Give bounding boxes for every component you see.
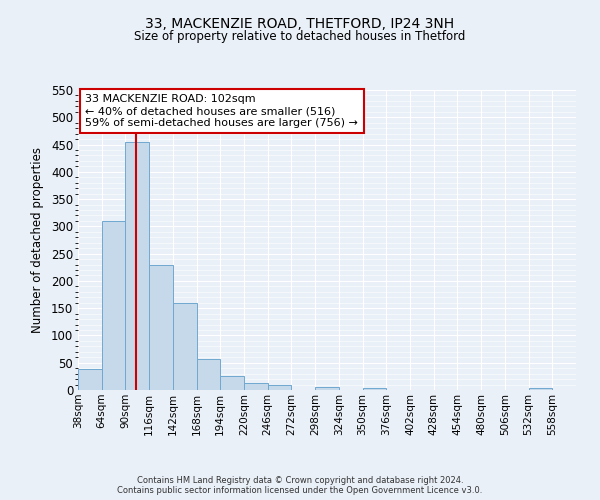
Text: Contains public sector information licensed under the Open Government Licence v3: Contains public sector information licen… <box>118 486 482 495</box>
Bar <box>197 359 220 390</box>
Bar <box>529 388 552 390</box>
Bar <box>102 221 125 390</box>
Y-axis label: Number of detached properties: Number of detached properties <box>31 147 44 333</box>
Bar <box>315 388 339 390</box>
Bar <box>78 370 102 390</box>
Text: Contains HM Land Registry data © Crown copyright and database right 2024.: Contains HM Land Registry data © Crown c… <box>137 476 463 485</box>
Bar <box>125 142 149 390</box>
Text: 33 MACKENZIE ROAD: 102sqm
← 40% of detached houses are smaller (516)
59% of semi: 33 MACKENZIE ROAD: 102sqm ← 40% of detac… <box>85 94 358 128</box>
Bar <box>268 384 292 390</box>
Bar <box>173 302 197 390</box>
Bar <box>362 388 386 390</box>
Bar <box>149 264 173 390</box>
Text: Size of property relative to detached houses in Thetford: Size of property relative to detached ho… <box>134 30 466 43</box>
Text: 33, MACKENZIE ROAD, THETFORD, IP24 3NH: 33, MACKENZIE ROAD, THETFORD, IP24 3NH <box>145 18 455 32</box>
Bar <box>244 384 268 390</box>
Bar <box>220 376 244 390</box>
